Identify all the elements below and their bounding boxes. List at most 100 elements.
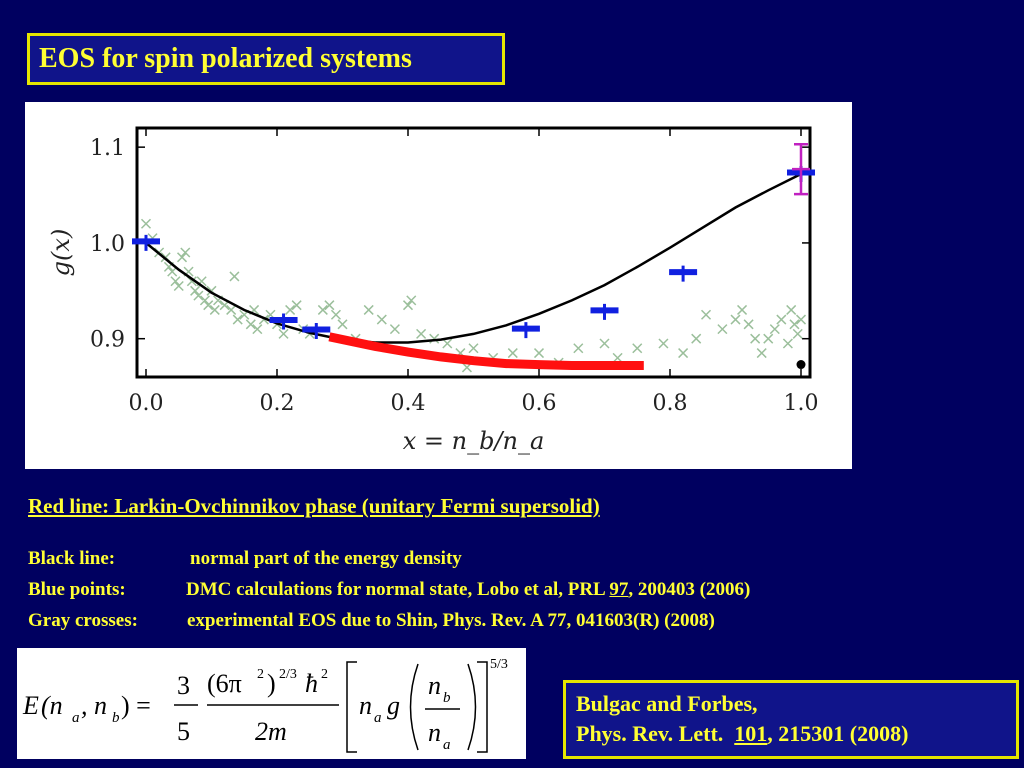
- red-line-caption: Red line: Larkin-Ovchinnikov phase (unit…: [28, 494, 600, 518]
- gray-cross: [573, 343, 584, 354]
- y-axis-label: g(x): [47, 229, 75, 277]
- gray-cross: [468, 343, 479, 354]
- energy-density-equation: E (n a , n b ) = 3 5 (6π 2 ) 2/3 ħ 2 2m …: [22, 657, 508, 753]
- gray-cross: [330, 309, 341, 320]
- x-tick-label: 0.4: [391, 391, 426, 416]
- gray-cross: [180, 247, 191, 258]
- gray-cross: [285, 304, 296, 315]
- gray-cross: [337, 319, 348, 330]
- legend-blue-key: Blue points:: [28, 579, 126, 600]
- gray-cross: [199, 295, 210, 306]
- blue-point: [590, 303, 619, 320]
- gray-cross: [278, 328, 289, 339]
- magenta-point: [792, 143, 810, 196]
- gray-cross: [229, 271, 240, 282]
- eq-comma-n: , n: [81, 691, 107, 720]
- eq-sup-2: 2: [257, 667, 264, 682]
- gray-cross: [737, 304, 748, 315]
- eq-sub-b2: b: [443, 690, 451, 706]
- eq-num-3: 3: [177, 671, 190, 700]
- eq-sup-53: 5/3: [490, 657, 508, 672]
- gray-cross: [416, 328, 427, 339]
- gray-cross: [789, 319, 800, 330]
- gray-cross: [232, 314, 243, 325]
- reference-authors: Bulgac and Forbes,: [576, 691, 758, 716]
- y-tick-label: 1.1: [90, 136, 125, 161]
- eq-left-paren: [409, 663, 419, 751]
- eq-n-num: n: [428, 671, 441, 700]
- legend-blue-desc-a: DMC calculations for normal state, Lobo …: [186, 579, 610, 600]
- legend-blue-desc-b: , 200403 (2006): [628, 579, 751, 600]
- eq-left-bracket: [346, 661, 357, 753]
- gray-cross: [507, 348, 518, 359]
- x-tick-label: 0.0: [129, 391, 164, 416]
- eq-g: g: [387, 691, 400, 720]
- x-tick-label: 0.2: [260, 391, 295, 416]
- x-tick-label: 0.8: [653, 391, 688, 416]
- legend-gray-crosses: Gray crosses: experimental EOS due to Shi…: [28, 605, 750, 636]
- gray-cross: [743, 319, 754, 330]
- reference-box: Bulgac and Forbes, Phys. Rev. Lett. 101,…: [563, 680, 1019, 759]
- gray-cross: [209, 304, 220, 315]
- blue-point: [132, 234, 160, 251]
- gray-cross: [389, 324, 400, 335]
- gray-cross: [612, 352, 623, 363]
- legend-gray-desc: experimental EOS due to Shin, Phys. Rev.…: [187, 610, 715, 631]
- gray-cross: [632, 343, 643, 354]
- gray-cross: [406, 295, 417, 306]
- eq-close-paren: ): [267, 669, 276, 698]
- black-dot-point: [796, 360, 806, 370]
- gray-cross: [252, 324, 263, 335]
- gray-cross: [717, 324, 728, 335]
- gray-cross: [402, 300, 414, 311]
- legend-black-key: Black line:: [28, 548, 116, 569]
- equation-panel: E (n a , n b ) = 3 5 (6π 2 ) 2/3 ħ 2 2m …: [17, 648, 526, 759]
- gray-cross: [170, 276, 181, 287]
- eq-sub-a3: a: [443, 737, 451, 753]
- gray-cross: [756, 348, 767, 359]
- eq-den-2m: 2m: [255, 717, 287, 746]
- eq-den-5: 5: [177, 717, 190, 746]
- gray-cross: [324, 300, 335, 311]
- blue-point: [511, 322, 540, 339]
- gray-cross: [291, 300, 302, 311]
- gray-cross: [226, 304, 237, 315]
- eq-hbar: ħ: [305, 669, 318, 698]
- legend-gray-key: Gray crosses:: [28, 610, 138, 631]
- eq-num-6pi: (6π: [207, 669, 242, 698]
- reference-volume: 101: [734, 721, 768, 746]
- gray-cross: [193, 290, 204, 301]
- gray-cross: [769, 324, 780, 335]
- gray-cross: [700, 309, 712, 320]
- gray-cross: [363, 304, 374, 315]
- gray-cross: [176, 252, 188, 263]
- eq-sub-b: b: [112, 710, 120, 726]
- red-line-series: [328, 332, 644, 370]
- gray-cross: [691, 333, 702, 344]
- gray-cross: [533, 348, 545, 359]
- gray-cross: [763, 333, 774, 344]
- eq-n: n: [359, 691, 372, 720]
- gray-cross: [786, 304, 797, 315]
- gray-cross: [599, 338, 610, 349]
- x-axis-label: x = n_b/n_a: [403, 427, 545, 455]
- slide-title-text: EOS for spin polarized systems: [39, 43, 412, 74]
- reference-journal-a: Phys. Rev. Lett.: [576, 721, 735, 746]
- gray-cross: [442, 338, 453, 349]
- x-tick-label: 1.0: [784, 391, 819, 416]
- eq-sub-a2: a: [374, 710, 382, 726]
- gray-cross: [140, 218, 152, 229]
- eos-plot-panel: 0.0 0.2 0.4 0.6 0.8 1.0 0.9 1.0 1.1 x = n_b/n_a g(…: [25, 102, 852, 469]
- plot-frame: [135, 126, 812, 379]
- reference-journal: Phys. Rev. Lett. 101, 215301 (2008): [576, 719, 1016, 749]
- eq-sup-2b: 2: [321, 667, 328, 682]
- legend-black-line: Black line: normal part of the energy den…: [28, 543, 750, 574]
- eq-right-bracket: [477, 661, 488, 753]
- gray-cross: [750, 333, 761, 344]
- black-line-series: [145, 172, 802, 344]
- blue-point: [269, 313, 298, 330]
- gray-cross: [245, 319, 256, 330]
- gray-cross: [376, 314, 387, 325]
- gray-cross: [658, 338, 669, 349]
- gray-cross: [678, 348, 689, 359]
